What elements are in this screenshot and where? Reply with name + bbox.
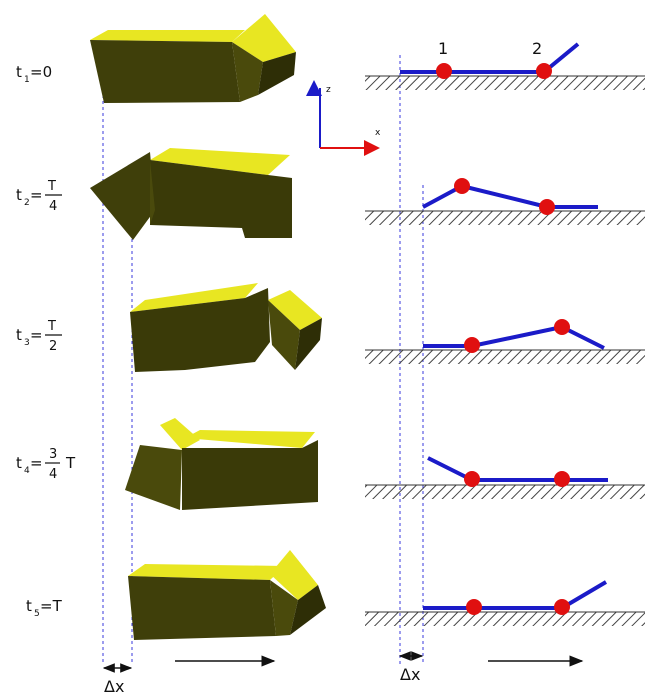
svg-text:=: = [30, 326, 43, 344]
joint-1-t3 [464, 337, 480, 353]
svg-text:=T: =T [40, 597, 63, 615]
robot-block-t2 [90, 148, 292, 240]
ground-t5 [365, 612, 645, 626]
coordinate-axes: z x [306, 80, 381, 156]
svg-text:t: t [16, 454, 22, 472]
time-label-1: t 1 =0 [16, 63, 52, 85]
joint-2-t1 [536, 63, 552, 79]
joint-2-t2 [539, 199, 555, 215]
ground-t2 [365, 211, 645, 225]
stick-figure-t5 [423, 580, 608, 615]
joint-label-1: 1 [438, 39, 448, 58]
svg-text:4: 4 [49, 199, 57, 214]
time-label-2: t 2 = T 4 [16, 179, 62, 214]
time-label-4: t 4 = 3 4 T [16, 447, 76, 482]
stick-figure-t4 [427, 456, 608, 487]
joint-label-2: 2 [532, 39, 542, 58]
svg-text:5: 5 [34, 609, 40, 619]
joint-2-t5 [554, 599, 570, 615]
axis-z-label: z [326, 85, 331, 95]
svg-text:T: T [47, 319, 56, 334]
right-displacement-marker: Δx [398, 651, 424, 684]
robot-block-t3 [130, 283, 322, 372]
svg-text:1: 1 [24, 75, 30, 85]
svg-text:t: t [16, 326, 22, 344]
svg-text:t: t [16, 186, 22, 204]
svg-text:t: t [16, 63, 22, 81]
joint-1-t5 [466, 599, 482, 615]
svg-text:=0: =0 [30, 63, 52, 81]
ground-t1 [365, 76, 645, 90]
svg-text:=: = [30, 454, 43, 472]
svg-text:4: 4 [24, 466, 30, 476]
ground-t3 [365, 350, 645, 364]
svg-text:2: 2 [49, 339, 57, 354]
svg-text:T: T [65, 454, 76, 472]
stick-figure-t3 [423, 319, 605, 353]
joint-1-t4 [464, 471, 480, 487]
svg-text:t: t [26, 597, 32, 615]
ground-t4 [365, 485, 645, 499]
joint-1-t1 [436, 63, 452, 79]
svg-text:3: 3 [49, 447, 57, 462]
svg-text:2: 2 [24, 198, 30, 208]
svg-text:4: 4 [49, 467, 57, 482]
right-delta-x-label: Δx [400, 665, 420, 684]
stick-figure-t2 [422, 178, 598, 215]
joint-2-t4 [554, 471, 570, 487]
stick-figure-t1: 1 2 [400, 39, 580, 79]
robot-block-t4 [125, 418, 318, 510]
left-displacement-marker: Δx [102, 663, 133, 696]
time-label-3: t 3 = T 2 [16, 319, 62, 354]
time-label-5: t 5 =T [26, 597, 63, 619]
svg-text:3: 3 [24, 338, 30, 348]
robot-block-t5 [128, 550, 326, 640]
left-delta-x-label: Δx [104, 677, 124, 696]
axis-x-label: x [375, 128, 381, 138]
joint-1-t2 [454, 178, 470, 194]
joint-2-t3 [554, 319, 570, 335]
svg-text:T: T [47, 179, 56, 194]
robot-block-t1 [90, 14, 296, 103]
svg-text:=: = [30, 186, 43, 204]
